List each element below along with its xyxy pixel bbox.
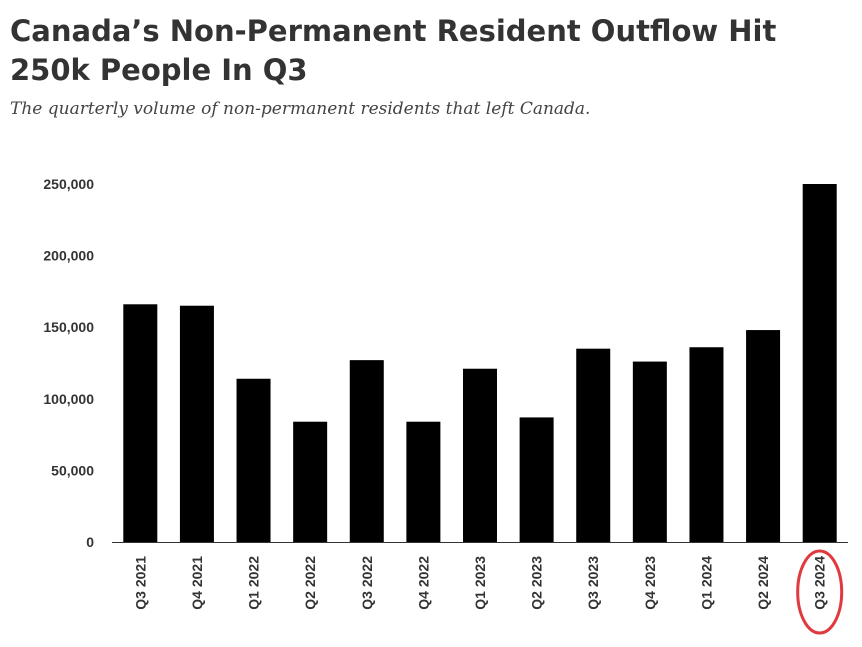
y-tick-label: 150,000 (43, 319, 94, 335)
y-tick-label: 50,000 (51, 462, 94, 478)
x-tick-label: Q3 2024 (812, 556, 828, 610)
chart-title: Canada’s Non-Permanent Resident Outflow … (10, 14, 777, 87)
x-tick-label: Q2 2023 (529, 556, 545, 610)
bar (236, 378, 271, 542)
y-tick-label: 200,000 (43, 248, 94, 264)
bar (746, 330, 781, 542)
bar (632, 361, 667, 542)
bar (179, 305, 214, 542)
x-tick-label: Q1 2024 (698, 556, 714, 610)
bar (576, 348, 611, 542)
y-axis: 0 50,000 100,000 150,000 200,000 250,000 (43, 176, 94, 550)
y-tick-label: 100,000 (43, 391, 94, 407)
bar (802, 184, 837, 542)
bar (293, 421, 328, 542)
bar (349, 360, 384, 542)
bar (406, 421, 441, 542)
bar (689, 347, 724, 542)
y-tick-label: 0 (86, 534, 94, 550)
x-tick-label: Q3 2021 (132, 556, 148, 610)
bar (519, 417, 554, 542)
bars (123, 184, 837, 542)
x-tick-label: Q3 2022 (359, 556, 375, 610)
bar (123, 304, 158, 542)
x-tick-label: Q4 2022 (415, 556, 431, 610)
bar (463, 368, 497, 542)
x-tick-label: Q2 2022 (302, 556, 318, 610)
highlight-circle (796, 549, 844, 635)
chart-subtitle: The quarterly volume of non-permanent re… (10, 99, 591, 119)
x-tick-label: Q1 2022 (246, 556, 262, 610)
x-tick-label: Q3 2023 (585, 556, 601, 610)
x-tick-label: Q2 2024 (755, 556, 771, 610)
x-tick-label: Q4 2021 (189, 556, 205, 610)
x-tick-label: Q1 2023 (472, 556, 488, 610)
x-axis: Q3 2021 Q4 2021 Q1 2022 Q2 2022 Q3 2022 Q4 20… (132, 556, 827, 610)
y-tick-label: 250,000 (43, 176, 94, 192)
x-tick-label: Q4 2023 (642, 556, 658, 610)
